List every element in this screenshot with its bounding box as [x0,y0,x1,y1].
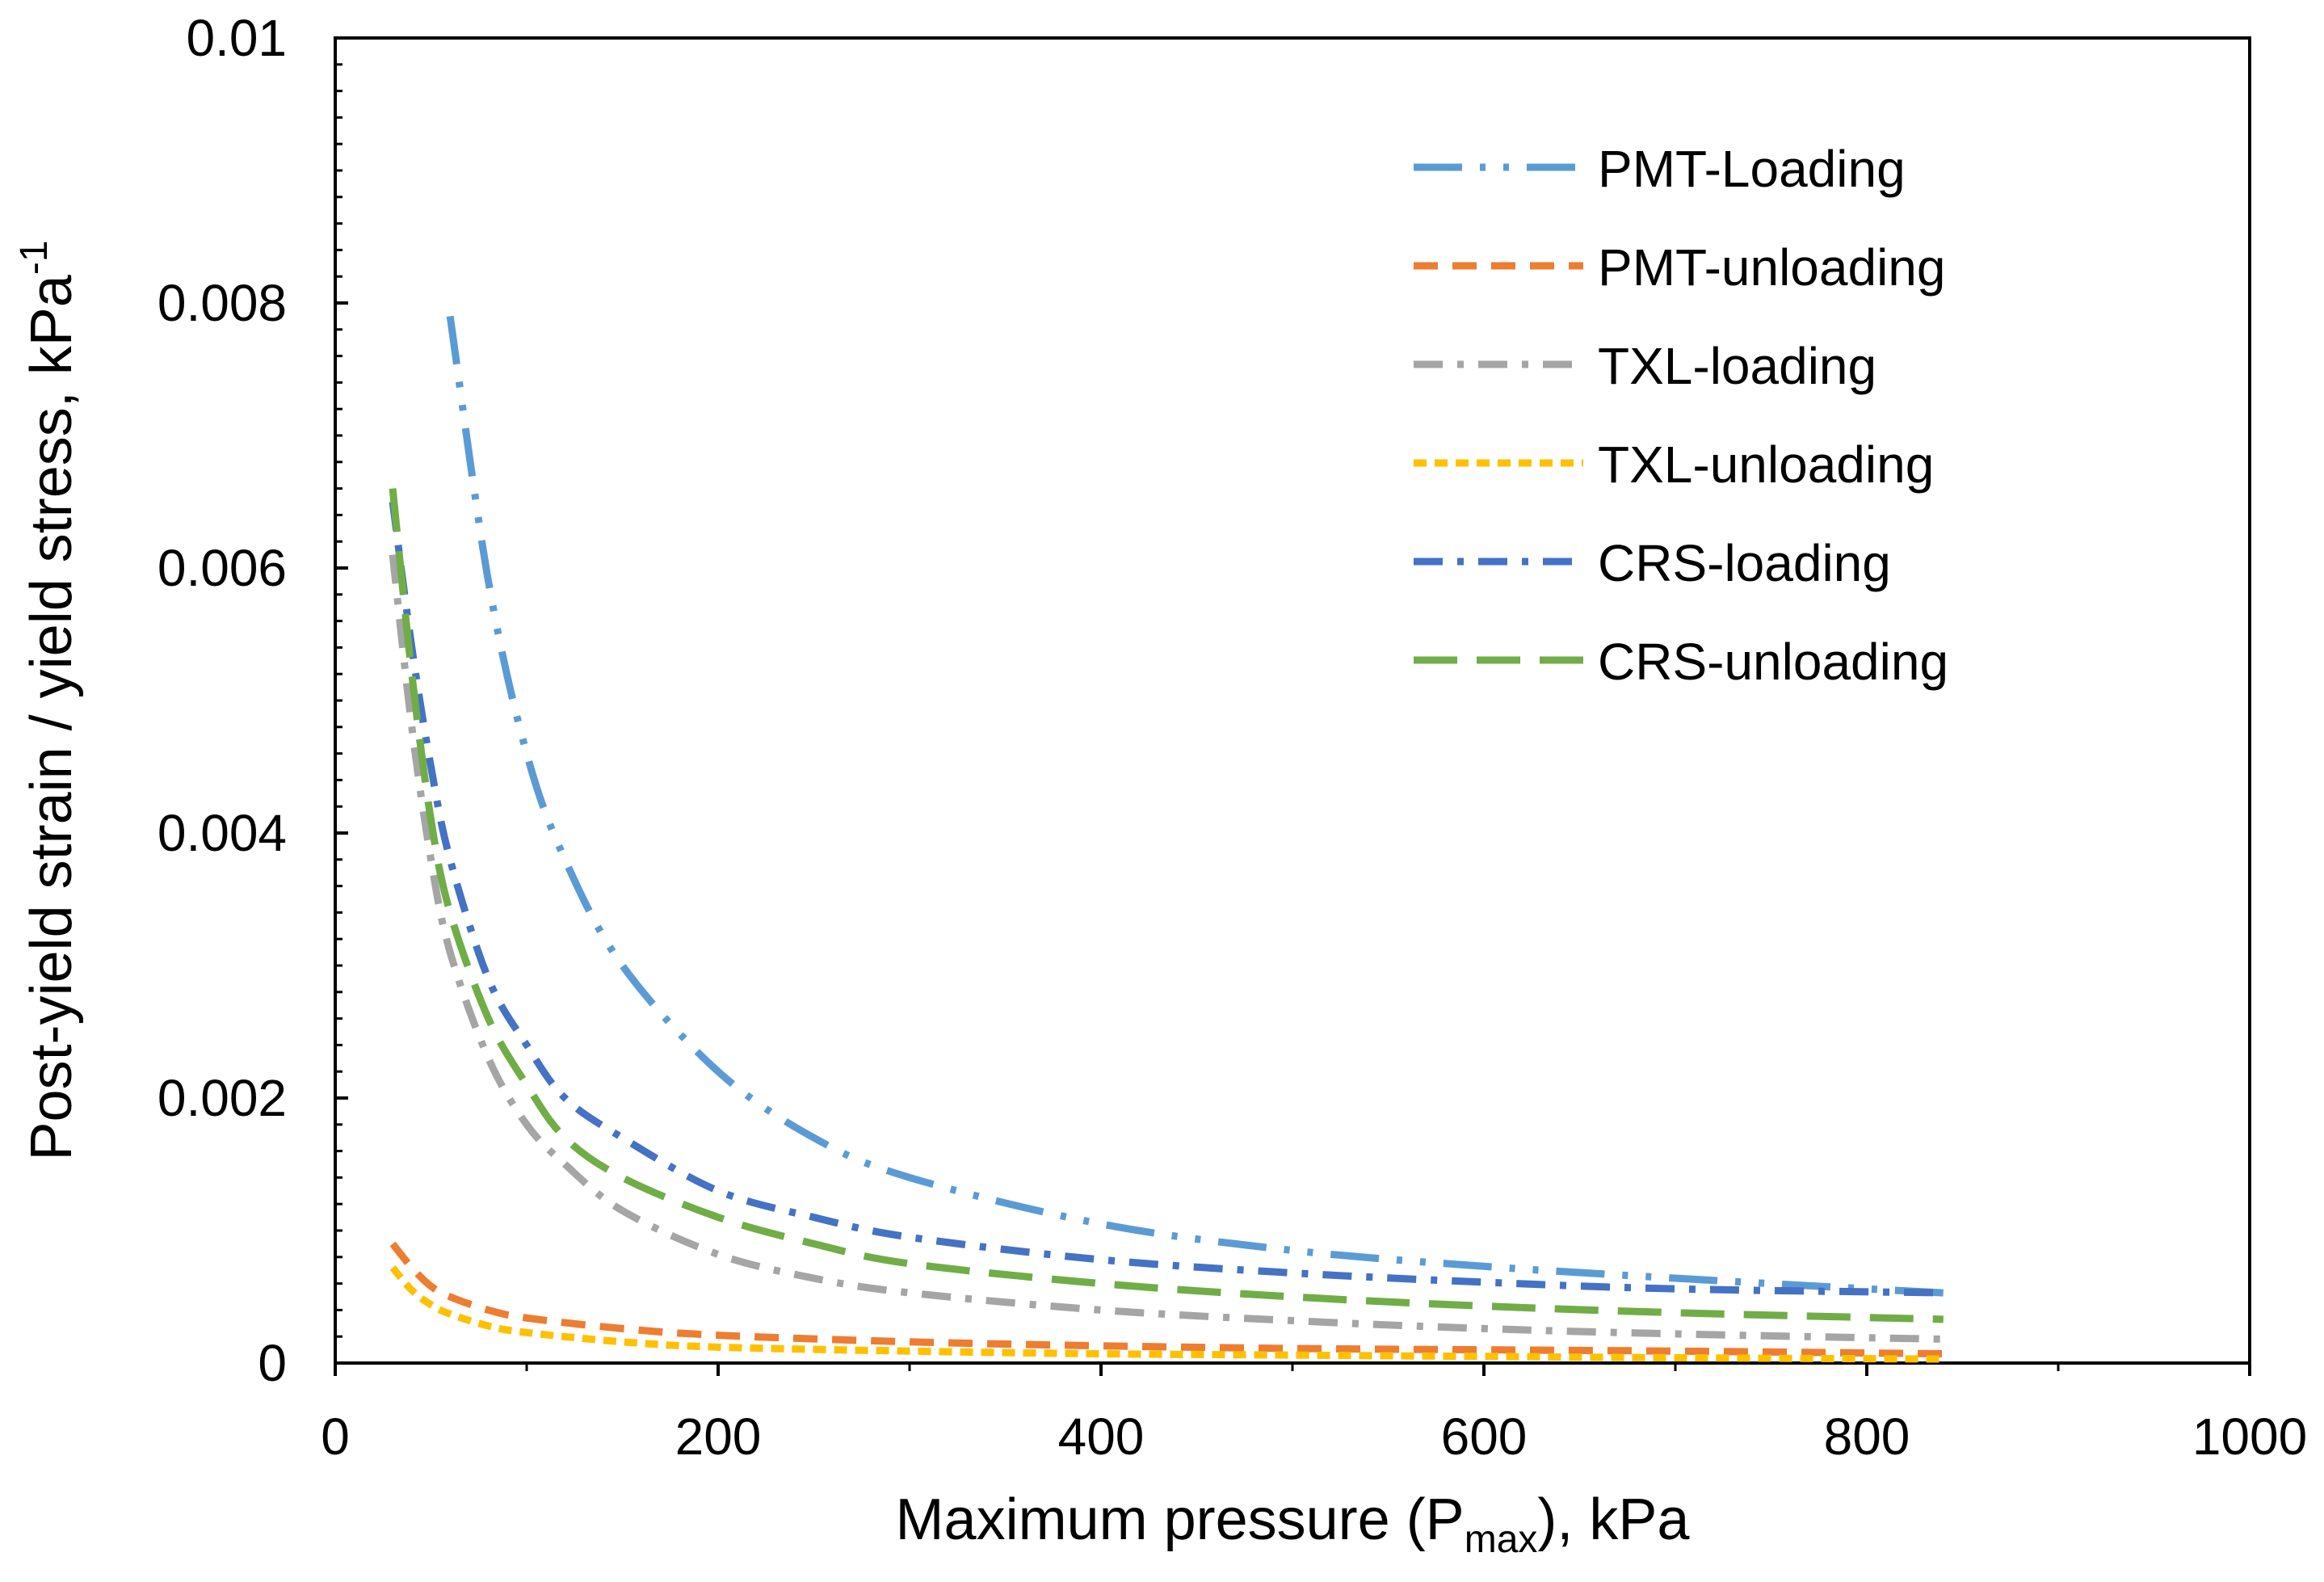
legend-label: CRS-loading [1598,534,1891,592]
series-line-crs-unloading [389,488,1944,1323]
x-tick-label: 800 [1824,1407,1910,1466]
y-tick-label: 0.006 [158,539,287,597]
series-line-txl-unloading [389,1265,1944,1363]
x-tick-label: 600 [1441,1407,1528,1466]
legend-label: CRS-unloading [1598,633,1948,691]
plot-frame [334,36,2251,1365]
x-axis-ticks: 0 200 400 600 800 1000 [321,1363,2307,1466]
series-layer [389,315,1944,1363]
x-tick-label: 1000 [2192,1407,2307,1466]
y-tick-label: 0.004 [158,804,287,862]
y-tick-label: 0.008 [158,274,287,332]
y-tick-label: 0.002 [158,1069,287,1127]
x-tick-label: 200 [675,1407,762,1466]
series-line-txl-loading [389,554,1944,1343]
y-axis-label: Post-yield strain / yield stress, kPa-1 [13,240,84,1160]
y-tick-label: 0.01 [186,9,287,67]
x-tick-label: 0 [321,1407,350,1466]
x-axis-label: Maximum pressure (Pmax), kPa [896,1487,1691,1561]
y-axis-ticks: 0 0.002 0.004 0.006 0.008 0.01 [158,9,348,1392]
series-line-pmt-unloading [389,1241,1944,1358]
legend-label: TXL-loading [1598,337,1876,395]
series-line-pmt-loading [446,315,1944,1297]
legend: PMT-Loading PMT-unloading TXL-loading TXL-u… [1414,140,1948,691]
legend-label: TXL-unloading [1598,435,1934,494]
y-tick-label: 0 [258,1334,287,1392]
x-tick-label: 400 [1058,1407,1145,1466]
legend-label: PMT-Loading [1598,140,1906,198]
legend-label: PMT-unloading [1598,238,1945,297]
series-line-crs-loading [389,501,1944,1297]
